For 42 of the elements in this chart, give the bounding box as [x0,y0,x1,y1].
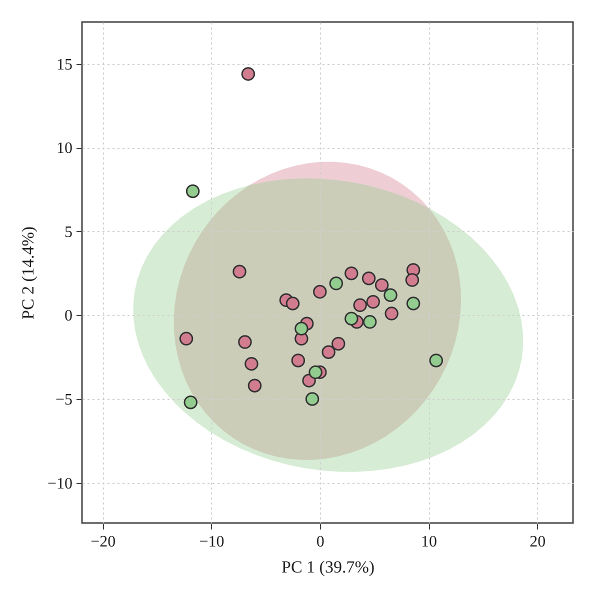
point [344,312,358,326]
point [244,356,258,371]
point [294,322,308,336]
point [362,272,376,286]
y-tick-label: 15 [56,56,72,74]
point [405,273,420,287]
point [186,184,200,198]
point [344,266,358,280]
point [331,336,346,351]
y-axis-title: PC 2 (14.4%) [18,226,38,320]
y-tick-label: 0 [64,308,72,325]
point [353,298,367,312]
point [308,365,322,380]
point [366,294,380,309]
point [384,288,398,302]
point [329,276,344,290]
point [291,354,306,368]
x-tick-label: 20 [530,534,546,550]
point [322,345,336,359]
y-tick-label: 5 [64,224,72,241]
point [384,306,398,320]
x-axis-title: PC 1 (39.7%) [281,558,375,576]
point [406,296,420,310]
x-tick-label: 10 [421,534,438,550]
x-tick-label: −10 [199,534,224,550]
point [232,264,246,279]
x-tick-label: −20 [90,534,116,550]
point [305,392,320,406]
point [238,335,252,349]
y-tick-label: 10 [56,140,72,158]
point [184,395,198,410]
point [313,284,327,299]
point [362,315,377,329]
point [179,332,194,346]
y-tick-label: −5 [55,392,72,409]
point [248,378,262,392]
y-tick-label: −10 [47,475,72,492]
x-tick-label: 0 [316,534,324,550]
point [286,296,300,310]
point [374,278,389,292]
point [241,67,256,81]
point [429,354,443,368]
